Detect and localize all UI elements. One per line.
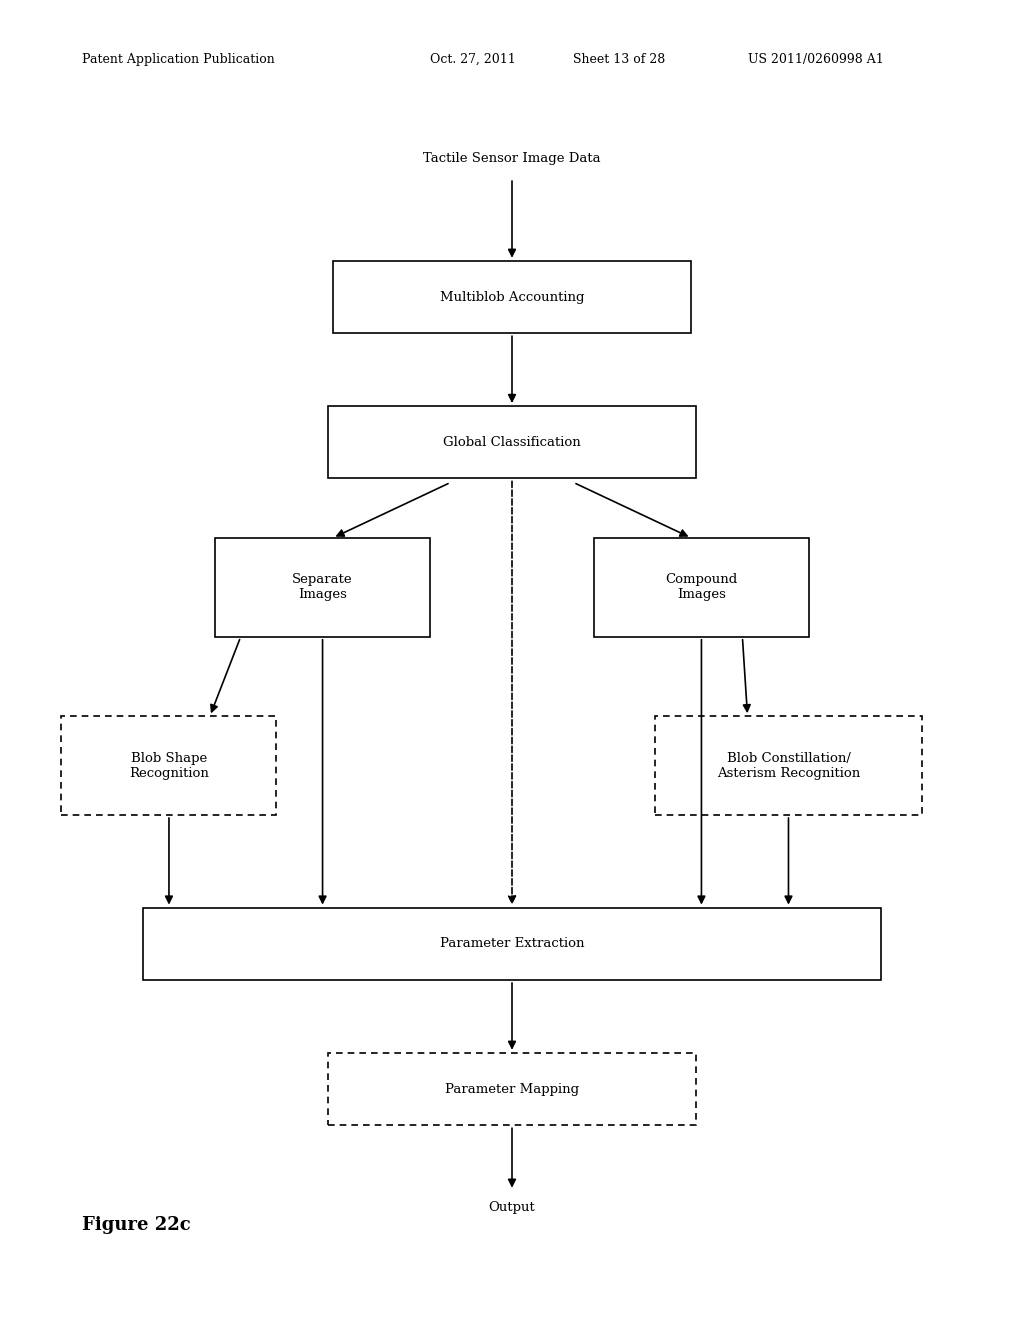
FancyBboxPatch shape [215,539,430,636]
FancyBboxPatch shape [143,908,881,979]
Text: Parameter Extraction: Parameter Extraction [439,937,585,950]
Text: Parameter Mapping: Parameter Mapping [445,1082,579,1096]
Text: Separate
Images: Separate Images [292,573,353,602]
FancyBboxPatch shape [594,539,809,636]
Text: Blob Shape
Recognition: Blob Shape Recognition [129,751,209,780]
Text: Patent Application Publication: Patent Application Publication [82,53,274,66]
Text: Multiblob Accounting: Multiblob Accounting [439,290,585,304]
Text: US 2011/0260998 A1: US 2011/0260998 A1 [748,53,884,66]
Text: Tactile Sensor Image Data: Tactile Sensor Image Data [423,152,601,165]
FancyBboxPatch shape [655,715,922,814]
FancyBboxPatch shape [333,260,691,333]
Text: Global Classification: Global Classification [443,436,581,449]
Text: Oct. 27, 2011: Oct. 27, 2011 [430,53,516,66]
Text: Output: Output [488,1201,536,1214]
FancyBboxPatch shape [328,1053,696,1125]
Text: Blob Constillation/
Asterism Recognition: Blob Constillation/ Asterism Recognition [717,751,860,780]
FancyBboxPatch shape [61,715,276,814]
Text: Sheet 13 of 28: Sheet 13 of 28 [573,53,666,66]
FancyBboxPatch shape [328,405,696,478]
Text: Figure 22c: Figure 22c [82,1216,190,1234]
Text: Compound
Images: Compound Images [666,573,737,602]
